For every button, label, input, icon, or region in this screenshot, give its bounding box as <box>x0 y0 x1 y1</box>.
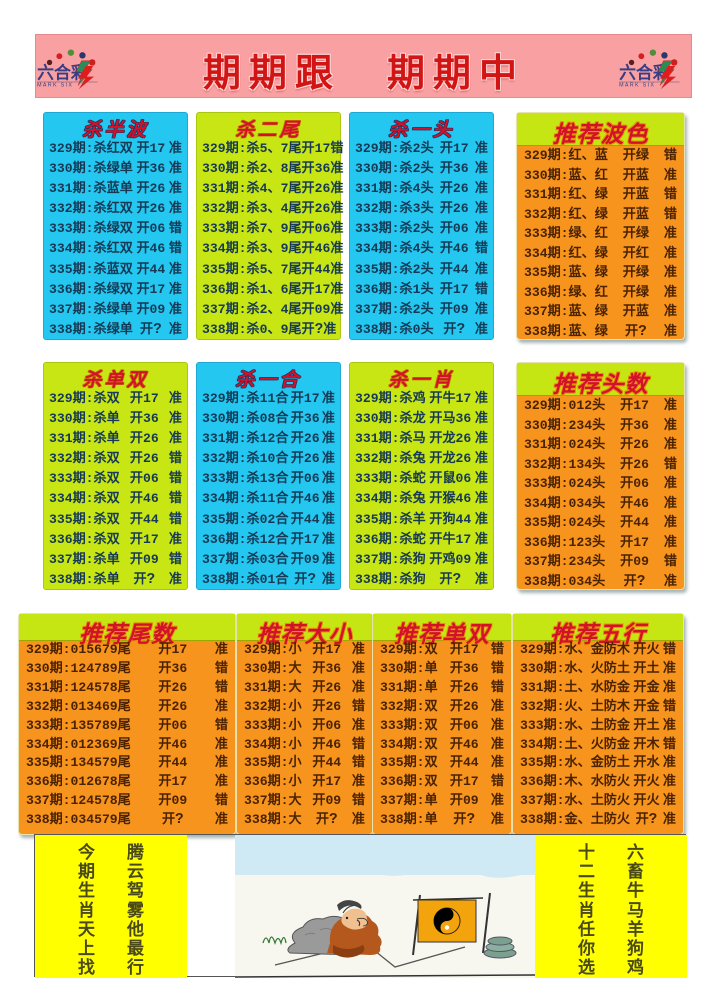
svg-text:MARK SIX: MARK SIX <box>619 82 655 88</box>
svg-text:MARK SIX: MARK SIX <box>37 82 73 88</box>
